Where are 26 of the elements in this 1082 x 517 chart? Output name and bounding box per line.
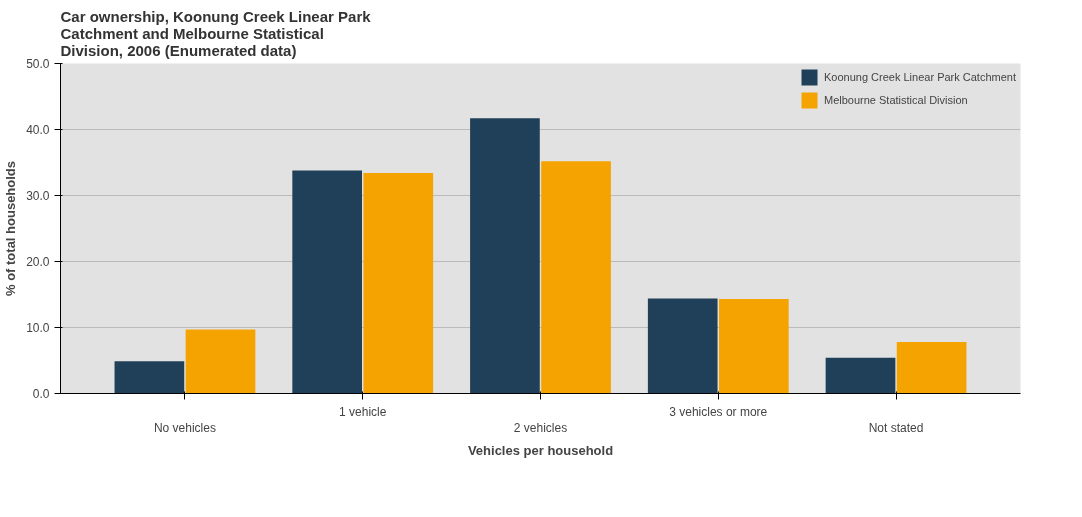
bar bbox=[896, 342, 967, 394]
y-tick-label: 20.0 bbox=[26, 255, 50, 269]
x-tick-label: 2 vehicles bbox=[513, 421, 568, 436]
x-tick-label: 3 vehicles or more bbox=[669, 404, 768, 419]
bar bbox=[292, 170, 363, 394]
bar bbox=[541, 161, 611, 394]
bar bbox=[470, 118, 540, 394]
y-axis-title: % of total households bbox=[3, 160, 19, 297]
legend-label: Koonung Creek Linear Park Catchment bbox=[824, 71, 1016, 83]
y-tick-label: 10.0 bbox=[26, 321, 50, 335]
bar bbox=[647, 298, 718, 394]
y-tick-label: 50.0 bbox=[26, 57, 50, 71]
bar bbox=[114, 361, 185, 394]
bar bbox=[363, 173, 434, 394]
y-tick-label: 40.0 bbox=[26, 123, 50, 137]
bar bbox=[185, 329, 256, 394]
y-tick-label: 30.0 bbox=[26, 189, 50, 203]
chart-title: Car ownership, Koonung Creek Linear Park Catchment and Melbourne Statistical Division, 2006 (Enumerated data) bbox=[60, 7, 372, 59]
x-tick-label: No vehicles bbox=[153, 421, 216, 436]
legend-label: Melbourne Statistical Division bbox=[824, 94, 968, 106]
x-axis-title: Vehicles per household bbox=[467, 443, 614, 459]
bar bbox=[718, 299, 789, 394]
x-tick-label: Not stated bbox=[868, 421, 924, 436]
x-tick-label: 1 vehicle bbox=[339, 404, 387, 419]
bar bbox=[825, 357, 896, 394]
y-tick-label: 0.0 bbox=[32, 387, 50, 401]
